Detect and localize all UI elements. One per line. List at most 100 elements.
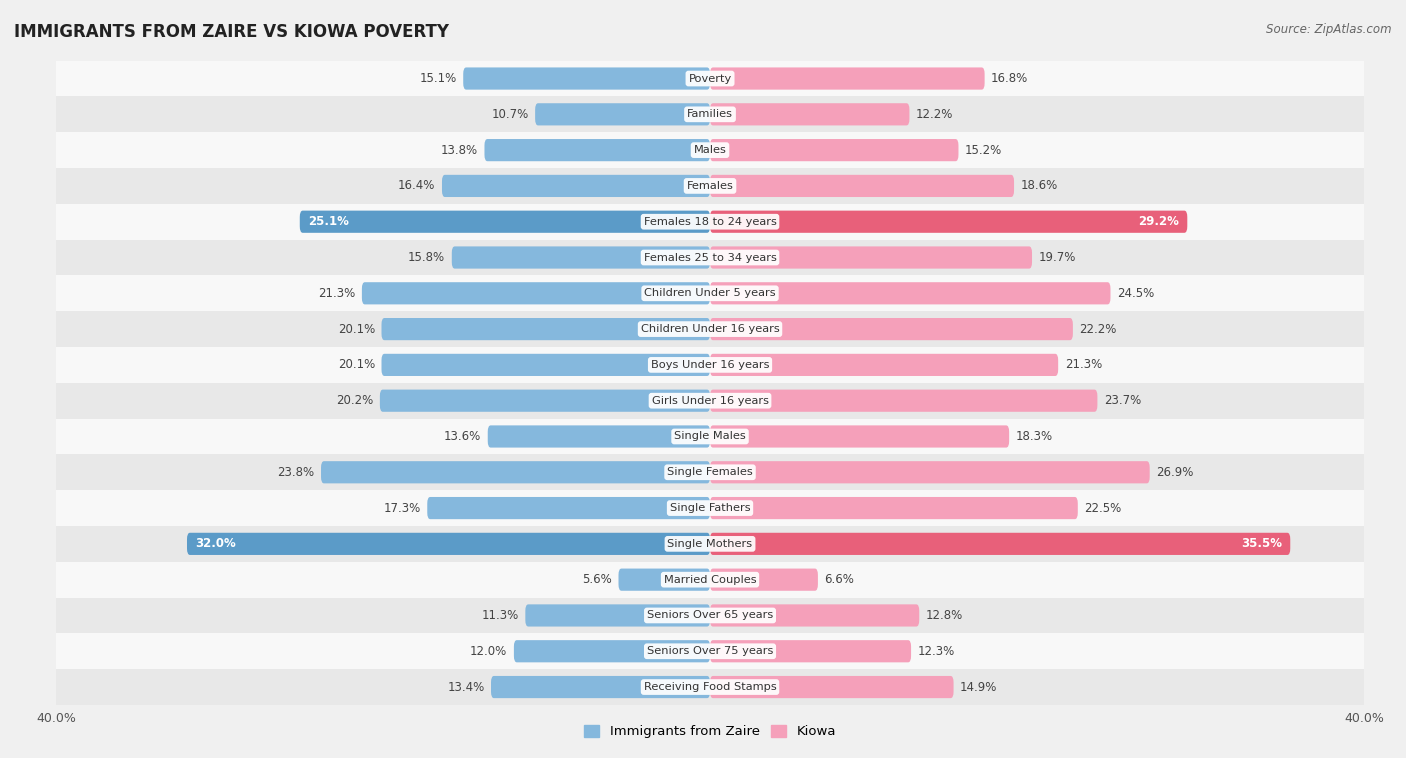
Bar [56,61,1364,96]
Text: Females 18 to 24 years: Females 18 to 24 years [644,217,776,227]
Text: 26.9%: 26.9% [1156,465,1194,479]
Text: 5.6%: 5.6% [582,573,612,586]
Bar [56,132,1364,168]
FancyBboxPatch shape [710,282,1111,305]
Text: 13.8%: 13.8% [441,143,478,157]
Text: 12.3%: 12.3% [918,645,955,658]
Text: 22.2%: 22.2% [1080,323,1116,336]
Text: Receiving Food Stamps: Receiving Food Stamps [644,682,776,692]
Legend: Immigrants from Zaire, Kiowa: Immigrants from Zaire, Kiowa [578,719,842,744]
Bar [56,204,1364,240]
Text: 23.8%: 23.8% [277,465,315,479]
Text: Females 25 to 34 years: Females 25 to 34 years [644,252,776,262]
Text: Families: Families [688,109,733,119]
Text: Children Under 16 years: Children Under 16 years [641,324,779,334]
FancyBboxPatch shape [710,103,910,125]
FancyBboxPatch shape [381,354,710,376]
Text: 15.8%: 15.8% [408,251,446,264]
FancyBboxPatch shape [463,67,710,89]
FancyBboxPatch shape [710,461,1150,484]
FancyBboxPatch shape [710,497,1078,519]
FancyBboxPatch shape [536,103,710,125]
FancyBboxPatch shape [710,425,1010,447]
Bar [56,275,1364,312]
Text: 13.4%: 13.4% [447,681,485,694]
Text: 23.7%: 23.7% [1104,394,1142,407]
Bar [56,168,1364,204]
Text: 29.2%: 29.2% [1139,215,1180,228]
FancyBboxPatch shape [710,641,911,662]
Text: Boys Under 16 years: Boys Under 16 years [651,360,769,370]
FancyBboxPatch shape [488,425,710,447]
FancyBboxPatch shape [515,641,710,662]
Bar [56,96,1364,132]
Text: 21.3%: 21.3% [1064,359,1102,371]
FancyBboxPatch shape [526,604,710,627]
Text: Single Mothers: Single Mothers [668,539,752,549]
Text: 20.1%: 20.1% [337,359,375,371]
FancyBboxPatch shape [361,282,710,305]
FancyBboxPatch shape [710,246,1032,268]
Bar [56,454,1364,490]
Text: 11.3%: 11.3% [481,609,519,622]
Text: 18.6%: 18.6% [1021,180,1057,193]
FancyBboxPatch shape [710,318,1073,340]
Text: Single Males: Single Males [673,431,747,441]
Text: 32.0%: 32.0% [195,537,236,550]
FancyBboxPatch shape [380,390,710,412]
FancyBboxPatch shape [710,67,984,89]
Text: 12.2%: 12.2% [915,108,953,121]
Text: Females: Females [686,181,734,191]
Text: Seniors Over 65 years: Seniors Over 65 years [647,610,773,621]
Bar [56,669,1364,705]
Text: 16.4%: 16.4% [398,180,436,193]
FancyBboxPatch shape [710,676,953,698]
Text: 16.8%: 16.8% [991,72,1028,85]
FancyBboxPatch shape [321,461,710,484]
FancyBboxPatch shape [441,175,710,197]
Text: 15.2%: 15.2% [965,143,1002,157]
FancyBboxPatch shape [187,533,710,555]
Text: Seniors Over 75 years: Seniors Over 75 years [647,647,773,656]
Bar [56,597,1364,634]
FancyBboxPatch shape [619,568,710,590]
FancyBboxPatch shape [491,676,710,698]
Text: 25.1%: 25.1% [308,215,349,228]
FancyBboxPatch shape [710,533,1291,555]
FancyBboxPatch shape [710,604,920,627]
Text: 13.6%: 13.6% [444,430,481,443]
Bar [56,634,1364,669]
Text: 17.3%: 17.3% [384,502,420,515]
FancyBboxPatch shape [710,354,1059,376]
Text: 24.5%: 24.5% [1116,287,1154,300]
Text: Poverty: Poverty [689,74,731,83]
Text: 12.0%: 12.0% [470,645,508,658]
FancyBboxPatch shape [451,246,710,268]
Text: 20.2%: 20.2% [336,394,374,407]
Text: 12.8%: 12.8% [925,609,963,622]
FancyBboxPatch shape [485,139,710,161]
Text: 19.7%: 19.7% [1039,251,1076,264]
Text: Girls Under 16 years: Girls Under 16 years [651,396,769,406]
Text: 35.5%: 35.5% [1241,537,1282,550]
Text: Single Fathers: Single Fathers [669,503,751,513]
Bar [56,418,1364,454]
Text: 22.5%: 22.5% [1084,502,1122,515]
Text: Single Females: Single Females [668,467,752,478]
Bar [56,490,1364,526]
Bar [56,383,1364,418]
Bar [56,240,1364,275]
FancyBboxPatch shape [710,211,1187,233]
Text: 18.3%: 18.3% [1015,430,1053,443]
FancyBboxPatch shape [427,497,710,519]
Bar [56,562,1364,597]
Text: 15.1%: 15.1% [419,72,457,85]
Text: 21.3%: 21.3% [318,287,356,300]
Bar [56,312,1364,347]
Bar [56,526,1364,562]
FancyBboxPatch shape [710,139,959,161]
FancyBboxPatch shape [710,568,818,590]
FancyBboxPatch shape [710,175,1014,197]
Text: Source: ZipAtlas.com: Source: ZipAtlas.com [1267,23,1392,36]
Text: 6.6%: 6.6% [824,573,855,586]
